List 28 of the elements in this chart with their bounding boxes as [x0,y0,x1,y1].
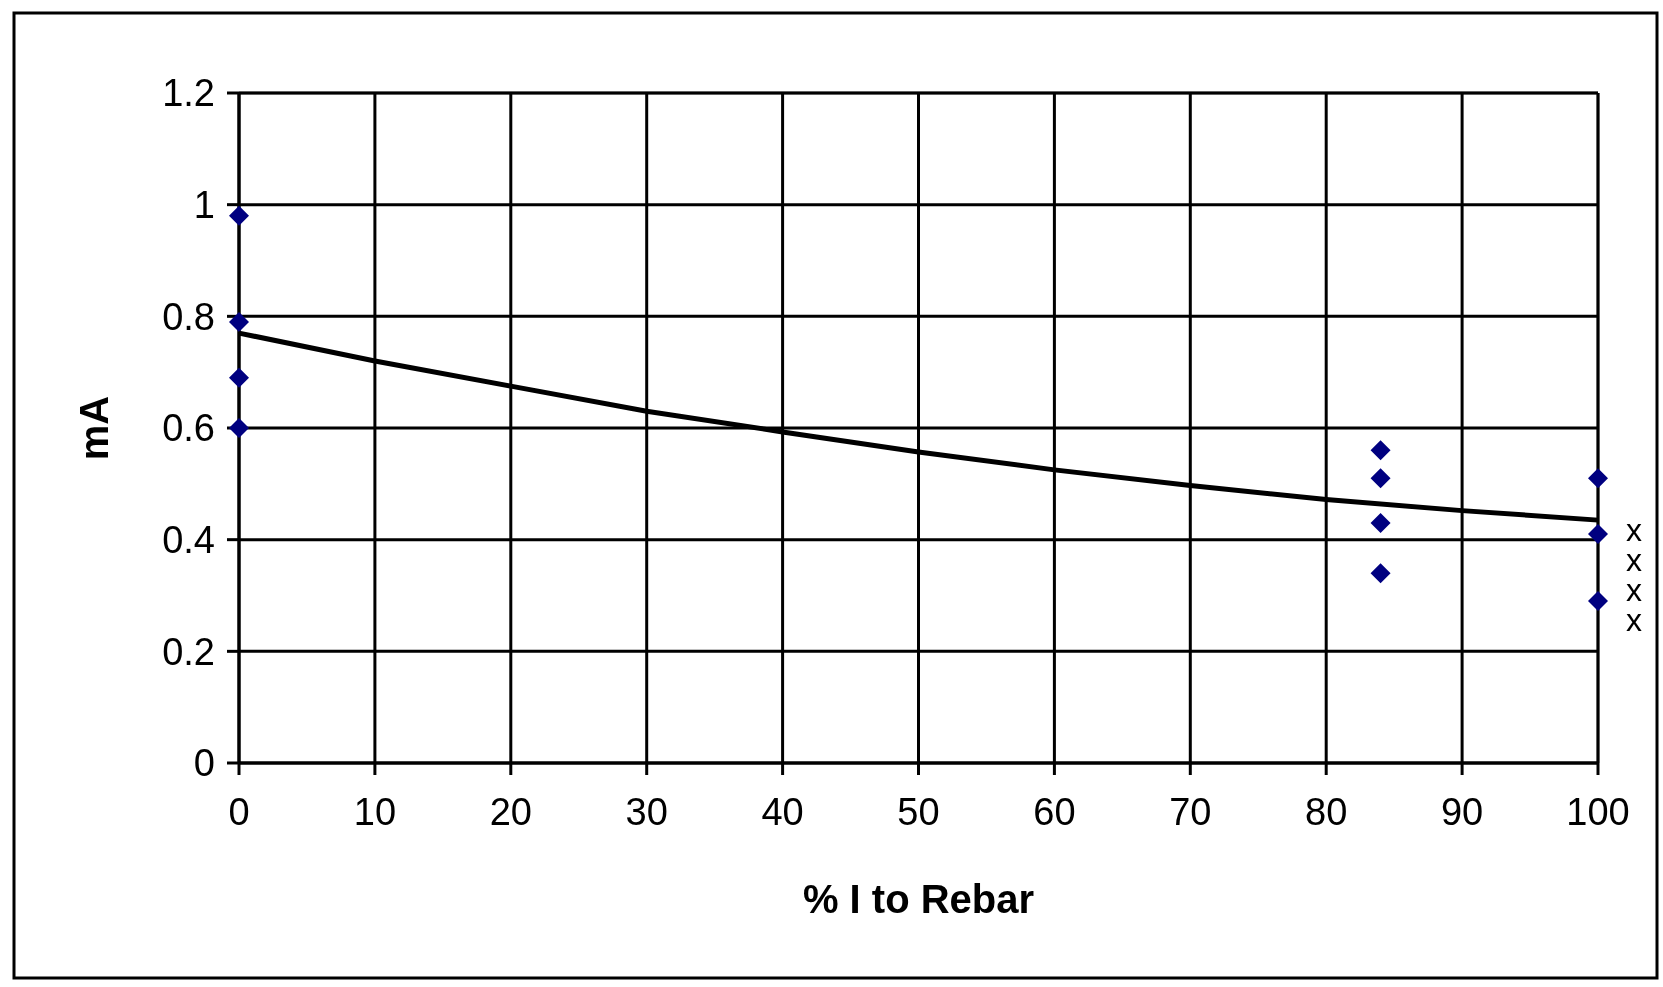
point [1588,591,1608,612]
x-tick-label: 40 [761,791,804,833]
point [1588,524,1608,545]
y-axis-title: mA [72,395,116,461]
x-tick-label: 0 [228,791,250,833]
x-tick-label: 20 [489,791,532,833]
y-tick-label: 1 [193,183,215,226]
x-tick-label: 80 [1305,791,1348,833]
point [1588,468,1608,489]
x-axis-title: % I to Rebar [802,877,1035,921]
y-tick-label: 0.2 [162,630,215,673]
x-tick-label: 90 [1440,791,1484,833]
x-tick-label: 70 [1169,791,1212,833]
point [1370,512,1391,533]
y-tick-label: 1.2 [162,72,215,115]
point [1370,468,1391,489]
x-tick-label: 100 [1566,791,1630,833]
x-tick-label: 50 [897,791,940,833]
y-tick-label: 0.6 [162,407,215,450]
x-tick-label: 60 [1033,791,1076,833]
point [1370,563,1391,584]
y-tick-label: 0.4 [162,518,215,561]
point [229,367,249,388]
x-tick-label: 10 [353,791,397,833]
y-tick-label: 0.8 [162,295,215,338]
point [1370,440,1391,461]
x-tick-label: 30 [625,791,668,833]
y-tick-label: 0 [193,742,215,785]
